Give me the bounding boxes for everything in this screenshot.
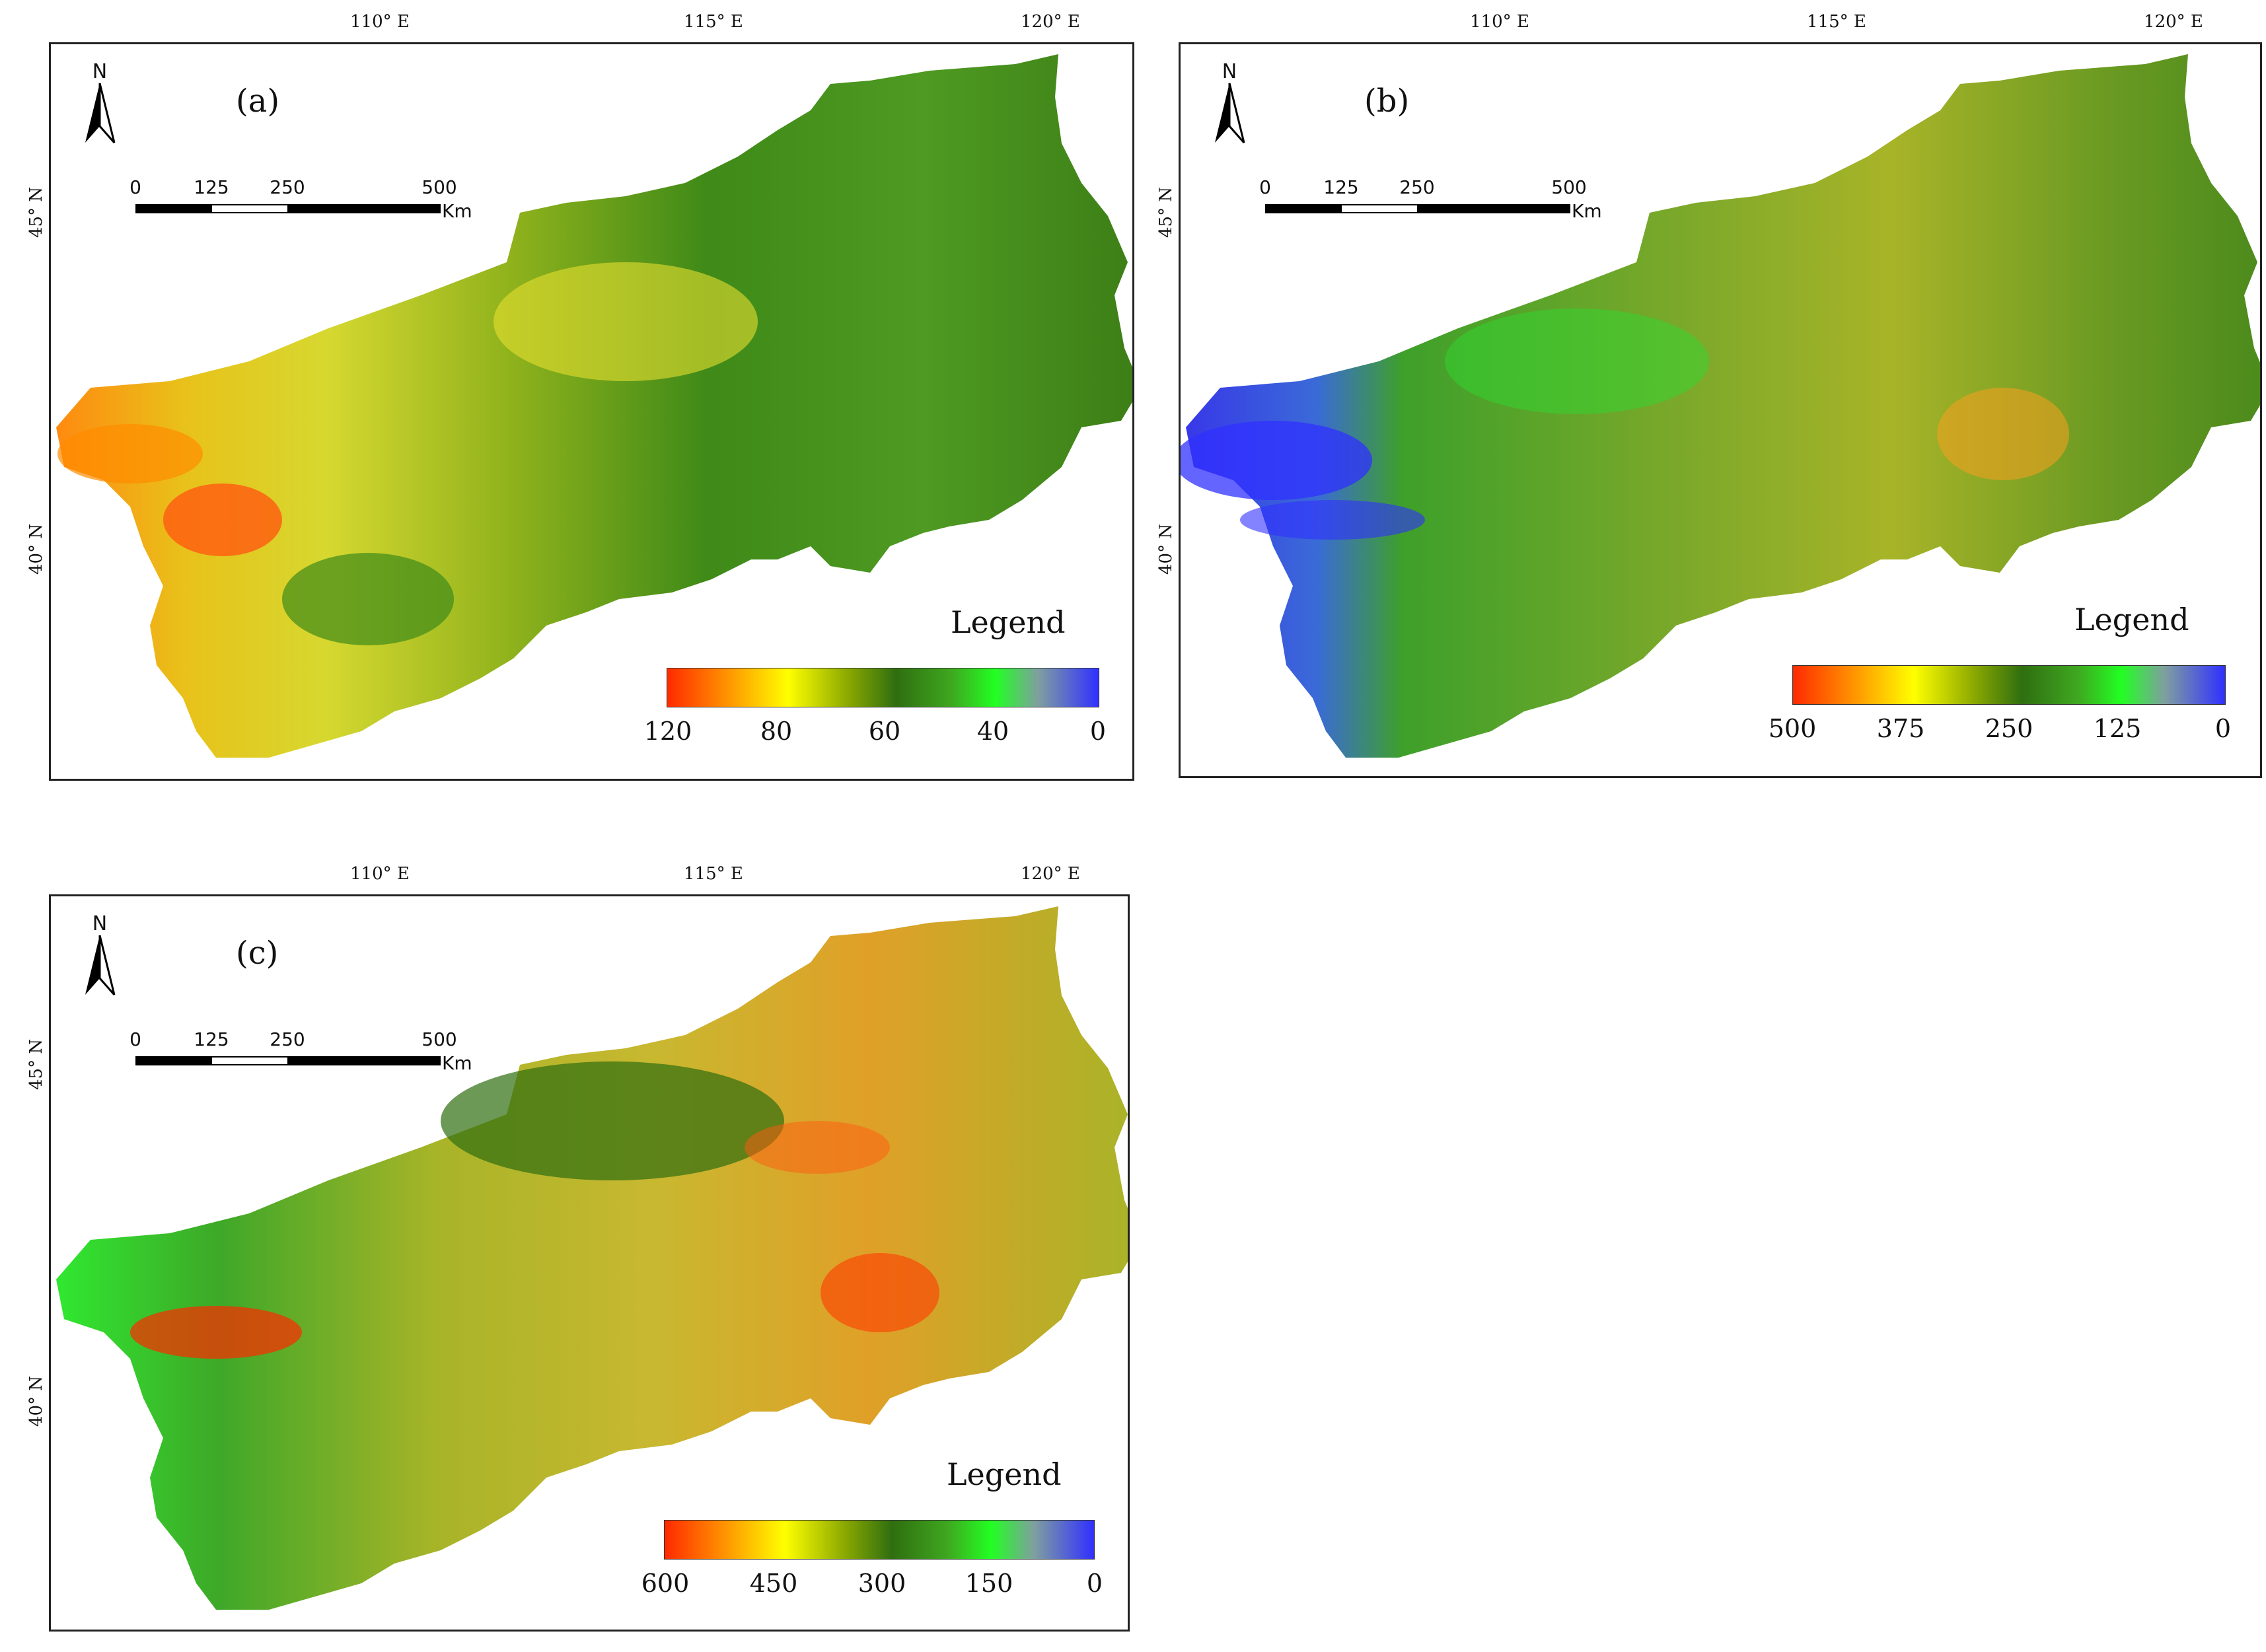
red-hotspot-east xyxy=(821,1253,939,1332)
hotspot-red xyxy=(163,484,282,556)
blue-river xyxy=(1240,500,1425,540)
hotspot-green xyxy=(282,553,454,645)
lon-tick-110: 110° E xyxy=(350,12,410,32)
panel-label: (a) xyxy=(236,83,280,120)
lon-tick-120: 120° E xyxy=(2144,12,2203,32)
lat-tick-45: 45° N xyxy=(1156,186,1176,238)
scale-seg-2 xyxy=(1340,204,1418,213)
scale-tick-0: 0 xyxy=(1259,176,1271,198)
scale-seg-2 xyxy=(211,1056,289,1065)
bright-green-zone xyxy=(1445,308,1709,414)
scale-unit: Km xyxy=(1572,200,1602,222)
lon-tick-115: 115° E xyxy=(684,864,743,884)
dark-green-zone xyxy=(441,1061,784,1180)
scale-unit: Km xyxy=(442,200,472,222)
map-frame: N (a) 0 125 250 500 Km Legend 120 80 60 … xyxy=(49,42,1134,781)
scale-bar: 0 125 250 500 Km xyxy=(1259,176,1602,223)
scale-bar: 0 125 250 500 Km xyxy=(129,1028,472,1075)
panel-label: (c) xyxy=(236,935,279,972)
north-letter: N xyxy=(1222,60,1237,83)
legend-tick-5: 0 xyxy=(2214,714,2232,743)
legend-tick-2: 375 xyxy=(1876,714,1925,743)
orange-hotspot-north xyxy=(745,1121,890,1174)
red-zone xyxy=(130,1306,302,1359)
north-arrow: N xyxy=(80,912,120,998)
panel-label: (b) xyxy=(1364,83,1410,120)
lat-tick-40: 40° N xyxy=(26,1375,46,1427)
scale-tick-500: 500 xyxy=(1551,176,1587,198)
legend-tick-1: 120 xyxy=(643,717,692,746)
scale-seg-1 xyxy=(1265,204,1342,213)
legend-title: Legend xyxy=(947,1456,1062,1492)
north-arrow: N xyxy=(1210,60,1249,146)
legend-title: Legend xyxy=(951,604,1066,640)
legend-tick-1: 600 xyxy=(641,1569,690,1598)
scale-seg-3 xyxy=(287,204,441,213)
north-letter: N xyxy=(92,60,108,83)
lon-tick-115: 115° E xyxy=(684,12,743,32)
legend-tick-5: 0 xyxy=(1086,1569,1103,1598)
map-panel-c: 110° E 115° E 120° E 45° N 40° N xyxy=(0,852,1136,1645)
north-arrow-icon xyxy=(85,935,116,995)
scale-seg-3 xyxy=(287,1056,441,1065)
map-panel-a: 110° E 115° E 120° E 45° N 40° N xyxy=(0,0,1136,786)
legend-tick-5: 0 xyxy=(1089,717,1107,746)
scale-seg-1 xyxy=(135,204,212,213)
scale-tick-250: 250 xyxy=(270,1028,305,1050)
legend-tick-3: 300 xyxy=(858,1569,906,1598)
scale-tick-0: 0 xyxy=(129,176,141,198)
scale-tick-500: 500 xyxy=(421,1028,457,1050)
region-shape xyxy=(1186,54,2260,758)
north-letter: N xyxy=(92,912,108,935)
legend-tick-4: 125 xyxy=(2093,714,2142,743)
raster-map xyxy=(56,906,1128,1610)
lon-tick-110: 110° E xyxy=(350,864,410,884)
lon-tick-120: 120° E xyxy=(1021,864,1080,884)
legend-color-bar xyxy=(667,668,1099,707)
legend-tick-2: 80 xyxy=(760,717,793,746)
scale-tick-125: 125 xyxy=(194,1028,229,1050)
scale-tick-250: 250 xyxy=(270,176,305,198)
legend-tick-3: 250 xyxy=(1985,714,2033,743)
scale-tick-125: 125 xyxy=(194,176,229,198)
region-shape xyxy=(56,54,1132,758)
scale-tick-0: 0 xyxy=(129,1028,141,1050)
scale-seg-3 xyxy=(1417,204,1570,213)
lat-tick-45: 45° N xyxy=(26,186,46,238)
map-panel-b: 110° E 115° E 120° E 45° N 40° N xyxy=(1130,0,2266,786)
legend-color-bar xyxy=(664,1520,1095,1560)
scale-tick-125: 125 xyxy=(1323,176,1359,198)
north-arrow-icon xyxy=(85,83,116,143)
scale-bar: 0 125 250 500 Km xyxy=(129,176,472,223)
north-arrow-icon xyxy=(1215,83,1245,143)
lat-tick-40: 40° N xyxy=(26,523,46,575)
scale-tick-500: 500 xyxy=(421,176,457,198)
legend-tick-3: 60 xyxy=(868,717,901,746)
legend-tick-1: 500 xyxy=(1768,714,1817,743)
hotspot-orange xyxy=(57,424,203,484)
scale-tick-250: 250 xyxy=(1399,176,1435,198)
scale-seg-2 xyxy=(211,204,289,213)
raster-map xyxy=(1181,54,2260,758)
legend-color-bar xyxy=(1792,665,2226,705)
map-frame: N (b) 0 125 250 500 Km Legend 500 375 25… xyxy=(1179,42,2262,778)
lon-tick-110: 110° E xyxy=(1470,12,1529,32)
scale-seg-1 xyxy=(135,1056,212,1065)
blue-zone xyxy=(1181,421,1372,500)
orange-zone xyxy=(1937,388,2069,480)
raster-map xyxy=(56,54,1132,758)
lon-tick-115: 115° E xyxy=(1807,12,1866,32)
map-frame: N (c) 0 125 250 500 Km Legend 600 450 30… xyxy=(49,894,1130,1632)
legend-tick-4: 40 xyxy=(976,717,1009,746)
legend-tick-2: 450 xyxy=(749,1569,798,1598)
legend-tick-4: 150 xyxy=(965,1569,1013,1598)
lat-tick-45: 45° N xyxy=(26,1038,46,1090)
north-arrow: N xyxy=(80,60,120,146)
scale-unit: Km xyxy=(442,1052,472,1074)
lon-tick-120: 120° E xyxy=(1021,12,1080,32)
hotspot-yellow xyxy=(493,262,758,381)
lat-tick-40: 40° N xyxy=(1156,523,1176,575)
legend-title: Legend xyxy=(2074,602,2189,637)
region-shape xyxy=(56,906,1128,1610)
